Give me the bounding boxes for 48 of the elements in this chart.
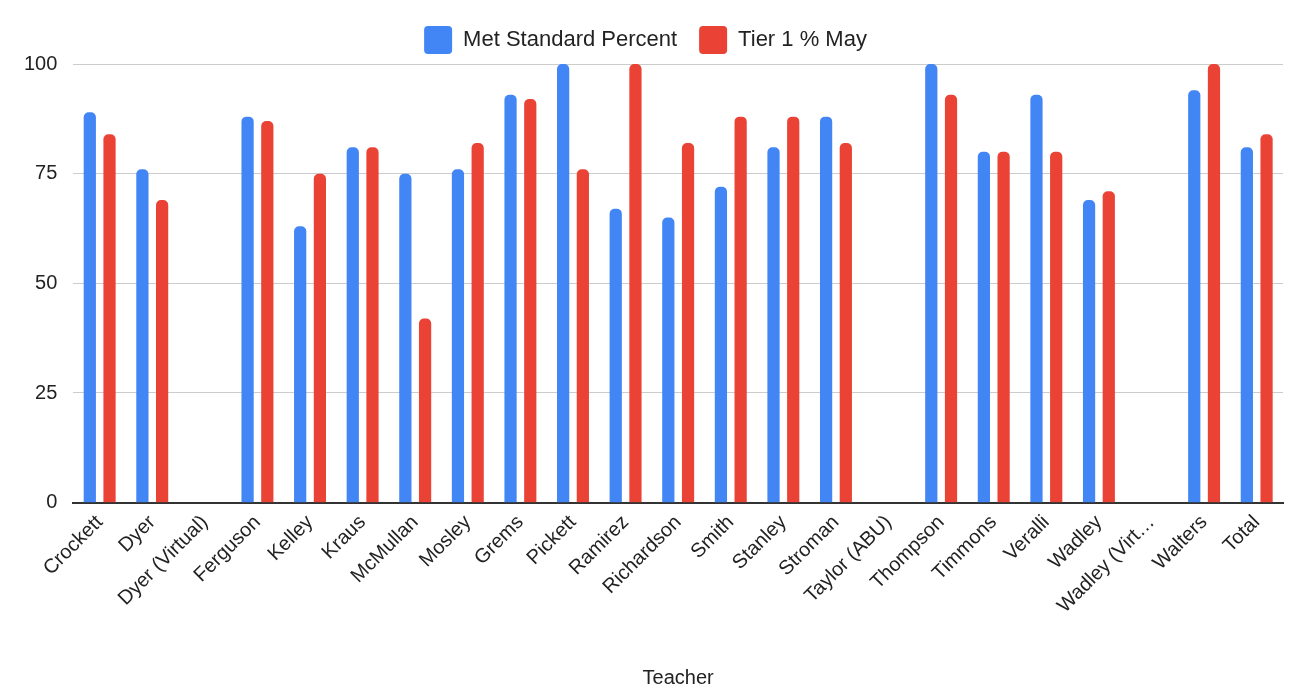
bar [734, 116, 747, 503]
bar [366, 147, 379, 503]
bar [576, 169, 589, 503]
bar [261, 121, 274, 503]
bar [977, 151, 990, 503]
bar [714, 186, 728, 503]
y-tick-label: 100 [23, 51, 58, 74]
legend-label: Met Standard Percent [463, 26, 678, 52]
bar [819, 116, 833, 503]
bar [609, 208, 622, 503]
bar [1102, 191, 1115, 503]
bar [504, 94, 517, 503]
bar [156, 199, 169, 503]
bar [1082, 199, 1096, 503]
bar [629, 64, 642, 503]
y-tick-label: 25 [35, 380, 58, 403]
y-tick-label: 0 [46, 490, 58, 513]
bar [944, 94, 958, 503]
bar [524, 99, 537, 503]
bar [787, 116, 800, 503]
bar [662, 217, 675, 503]
x-axis-title: Teacher [642, 665, 715, 688]
bar [839, 142, 852, 503]
bar [1050, 151, 1063, 503]
bar [557, 64, 570, 503]
bar [1207, 64, 1221, 503]
bar [399, 173, 412, 503]
bar [294, 226, 307, 503]
bar [925, 64, 938, 503]
bar [767, 147, 780, 503]
bar [471, 142, 484, 503]
bar [997, 151, 1010, 503]
bar [681, 142, 695, 503]
bar [451, 169, 465, 503]
bar [83, 112, 96, 503]
bar [1030, 94, 1043, 503]
bar [1188, 90, 1201, 503]
bar [313, 173, 327, 503]
bar [346, 147, 359, 503]
bar [1240, 147, 1253, 503]
bar [136, 169, 149, 503]
bar [418, 318, 432, 503]
y-tick-label: 50 [35, 270, 58, 293]
bar [1260, 134, 1273, 503]
bar [241, 116, 254, 503]
y-tick-label: 75 [35, 161, 58, 184]
legend-label: Tier 1 % May [738, 26, 867, 52]
bar [103, 134, 116, 503]
